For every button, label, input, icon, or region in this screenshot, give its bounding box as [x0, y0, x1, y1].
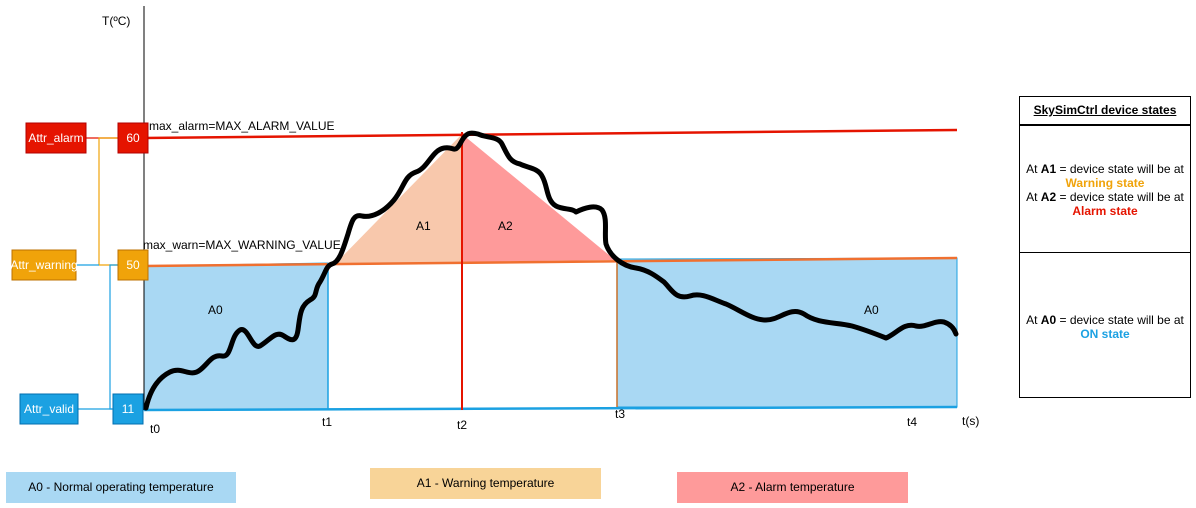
legend-a2: A2 - Alarm temperature — [677, 472, 908, 503]
panel-a2-line: At A2 = device state will be at — [1020, 190, 1190, 204]
x-axis-label: t(s) — [962, 414, 979, 428]
device-states-panel-title: SkySimCtrl device states — [1019, 96, 1191, 125]
warning-value-box — [117, 249, 149, 281]
y-axis-label: T(ºC) — [102, 14, 130, 28]
legend-a2-label: A2 - Alarm temperature — [730, 480, 855, 494]
valid-value: 11 — [122, 402, 135, 416]
time-tick-t0: t0 — [150, 422, 160, 436]
legend-a0-label: A0 - Normal operating temperature — [28, 480, 214, 494]
region-a1-label: A1 — [416, 219, 431, 233]
attr-warning-label: Attr_warning — [10, 258, 77, 272]
attr-warning-box — [11, 249, 77, 281]
panel-on-state: ON state — [1080, 327, 1130, 341]
time-tick-t3: t3 — [615, 407, 625, 421]
region-a2-alarm — [462, 134, 615, 262]
alarm-threshold-label: max_alarm=MAX_ALARM_VALUE — [149, 119, 335, 133]
region-a0-right-label: A0 — [864, 303, 879, 317]
legend-a1-label: A1 - Warning temperature — [416, 476, 555, 490]
panel-warning-state: Warning state — [1065, 176, 1145, 190]
region-a0-left-label: A0 — [208, 303, 223, 317]
time-tick-t1: t1 — [322, 415, 332, 429]
panel-a2-key: A2 — [1040, 190, 1057, 204]
valid-baseline — [143, 405, 958, 412]
legend-a0: A0 - Normal operating temperature — [6, 472, 236, 503]
panel-title-text: SkySimCtrl device states — [1033, 103, 1177, 117]
time-tick-t4: t4 — [907, 415, 917, 429]
warning-value: 50 — [126, 258, 140, 272]
region-a1-warning — [335, 134, 462, 264]
attr-alarm-label: Attr_alarm — [28, 131, 83, 145]
warning-threshold-label: max_warn=MAX_WARNING_VALUE — [143, 238, 341, 252]
region-a0-right — [616, 257, 958, 408]
valid-connector — [109, 264, 118, 410]
attr-valid-label: Attr_valid — [24, 402, 74, 416]
temperature-curve — [143, 130, 959, 411]
panel-a2-suffix: = device state will be at — [1056, 190, 1184, 204]
warning-connector — [98, 137, 118, 266]
panel-a0-key: A0 — [1040, 313, 1057, 327]
panel-alarm-state: Alarm state — [1072, 204, 1138, 218]
panel-a1-suffix: = device state will be at — [1056, 162, 1184, 176]
device-states-panel-on-section: At A0 = device state will be at ON state — [1019, 252, 1191, 398]
panel-a2-prefix: At — [1026, 190, 1041, 204]
attr-alarm-box — [25, 122, 87, 154]
valid-value-box — [112, 393, 144, 425]
panel-a0-suffix: = device state will be at — [1056, 313, 1184, 327]
panel-a1-prefix: At — [1026, 162, 1041, 176]
panel-a0-line: At A0 = device state will be at — [1020, 313, 1190, 327]
alarm-value-box — [117, 122, 149, 154]
warning-threshold-line — [143, 256, 958, 268]
device-states-panel-alarm-section: At A1 = device state will be at Warning … — [1019, 125, 1191, 253]
region-a2-label: A2 — [498, 219, 513, 233]
legend-a1: A1 - Warning temperature — [370, 468, 601, 499]
panel-a1-line: At A1 = device state will be at — [1020, 162, 1190, 176]
panel-a1-key: A1 — [1040, 162, 1057, 176]
panel-a0-prefix: At — [1026, 313, 1041, 327]
attr-valid-box — [19, 393, 79, 425]
time-tick-t2: t2 — [457, 418, 467, 432]
alarm-threshold-line — [143, 128, 958, 140]
alarm-value: 60 — [126, 131, 140, 145]
